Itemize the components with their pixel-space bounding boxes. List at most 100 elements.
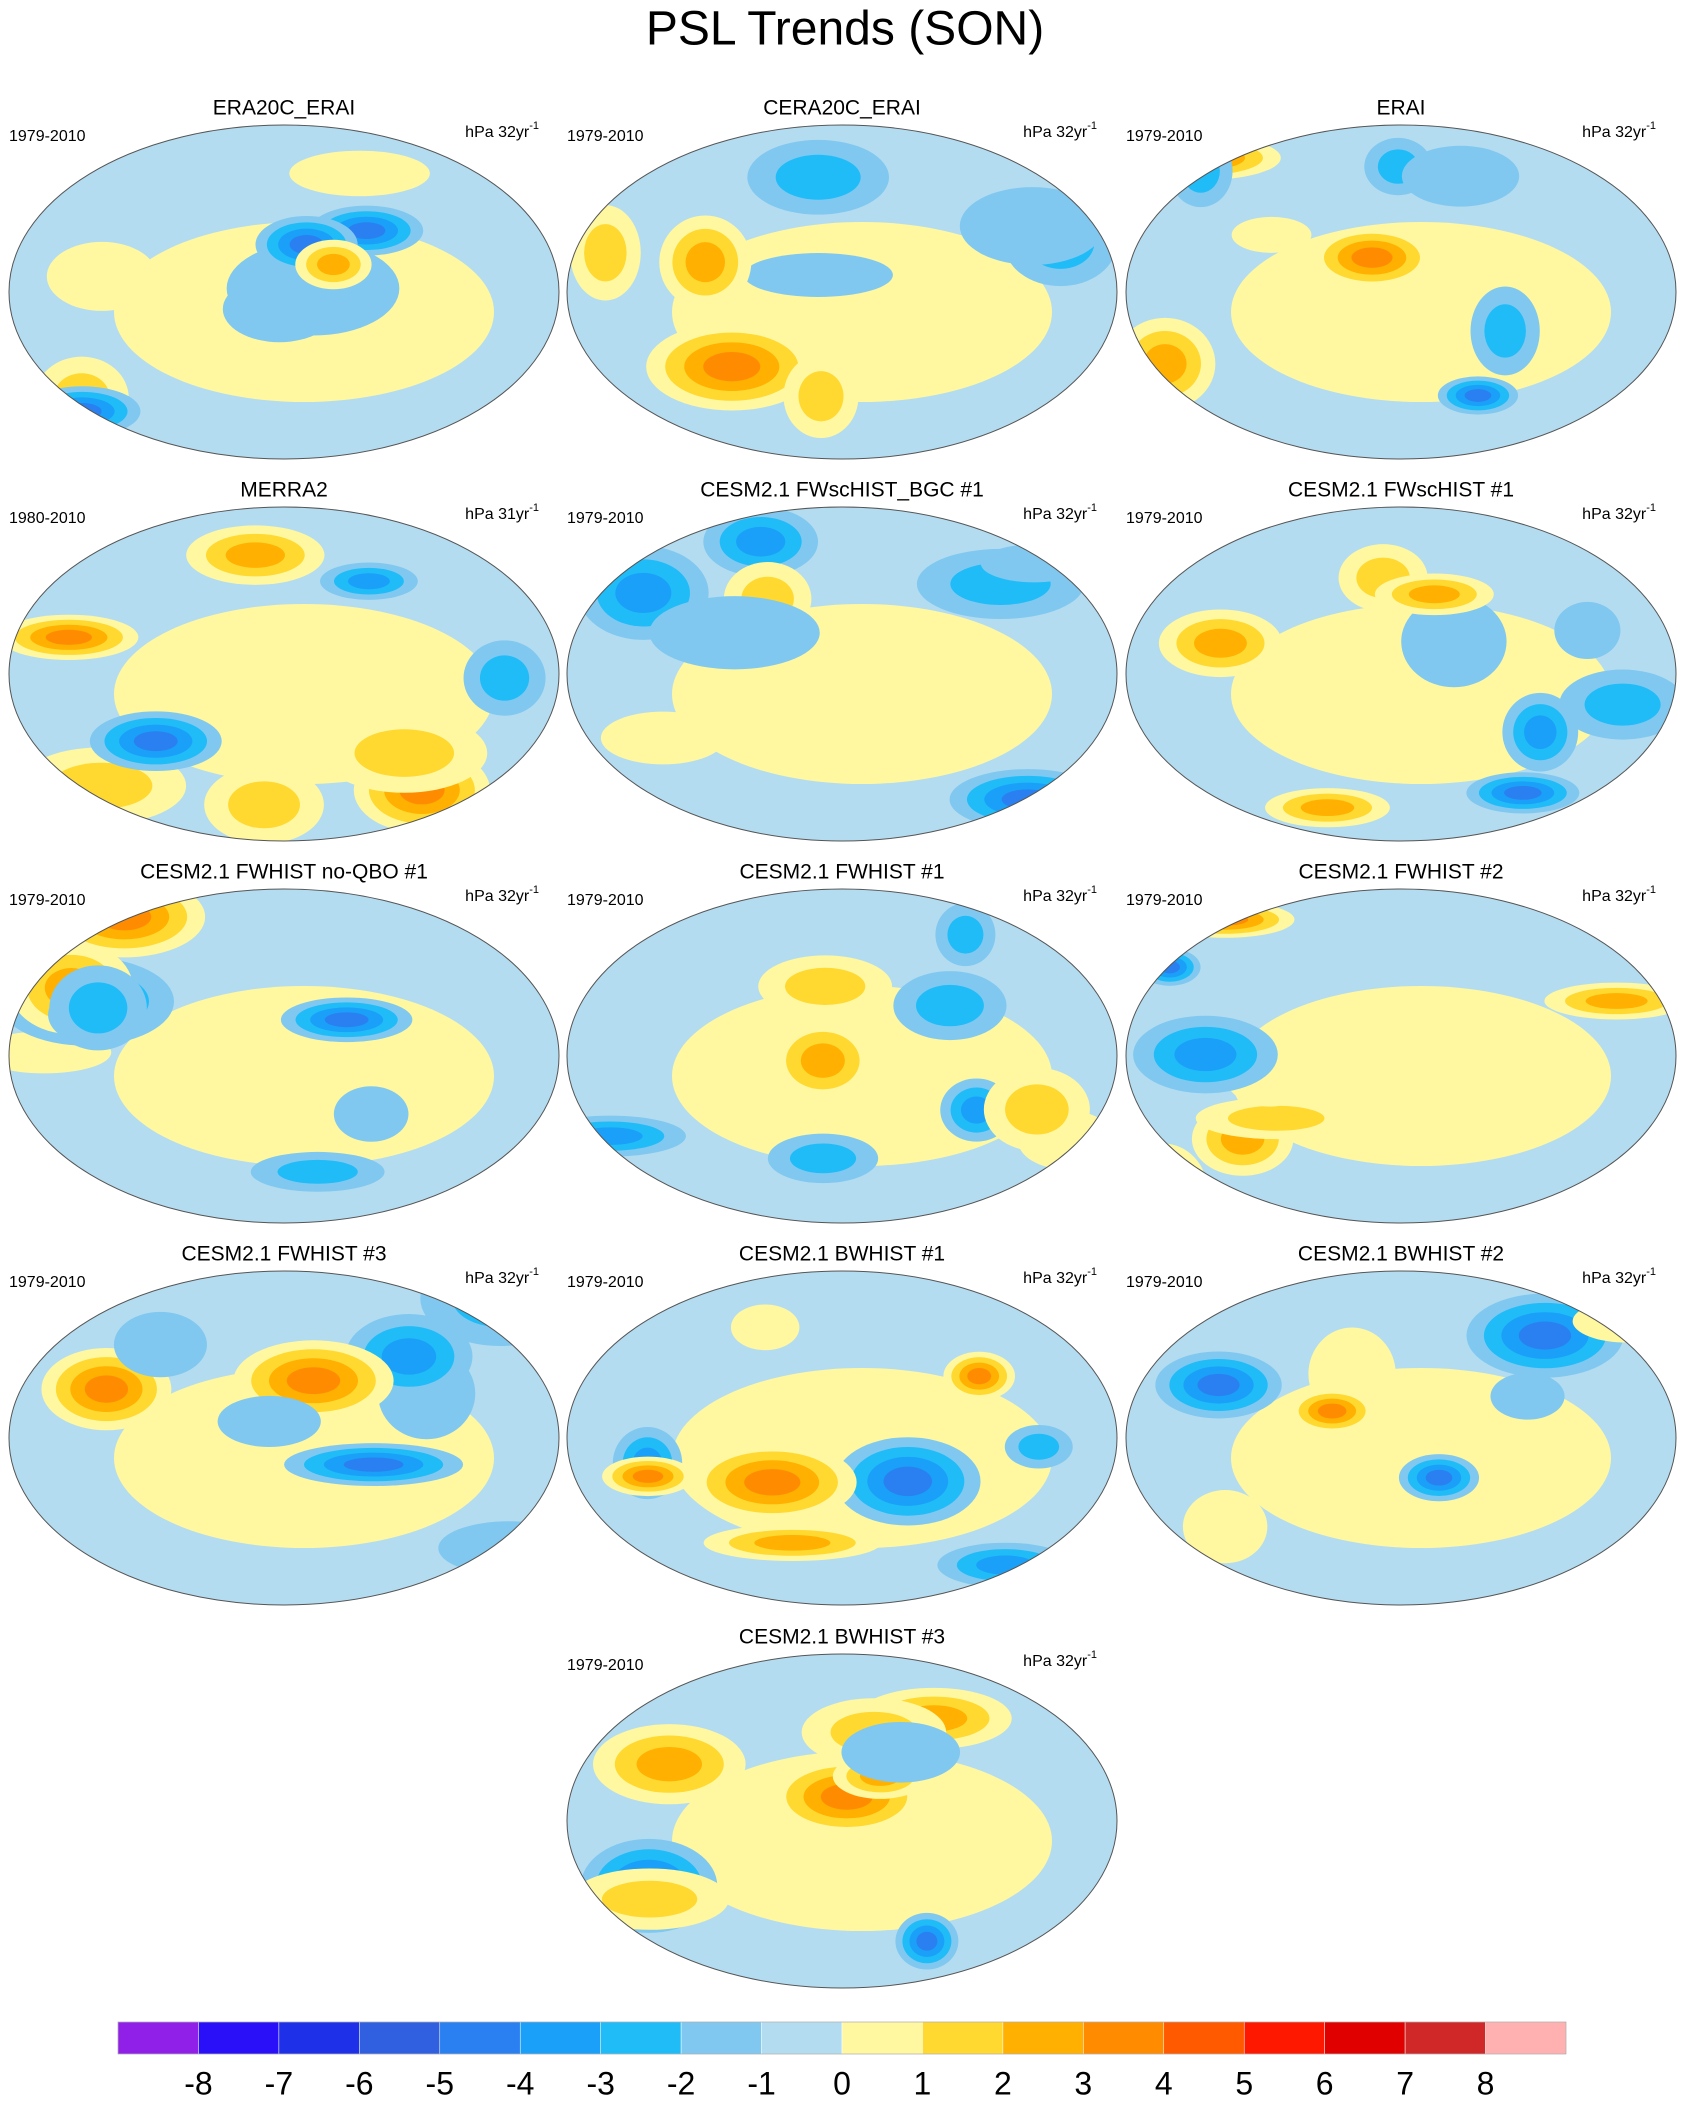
panel-period: 1979-2010 xyxy=(1126,892,1203,909)
units: hPa 32yr xyxy=(465,888,530,905)
anomaly-blob xyxy=(45,629,93,645)
anomaly-blob xyxy=(1585,993,1648,1009)
colorbar-tick-label: -1 xyxy=(747,2065,775,2101)
panel-title: CESM2.1 FWHIST #3 xyxy=(182,1243,387,1266)
units-exponent: -1 xyxy=(1646,120,1656,132)
anomaly-blob xyxy=(798,371,844,422)
anomaly-blob xyxy=(976,1555,1035,1575)
units: hPa 32yr xyxy=(1023,1653,1088,1670)
anomaly-blob xyxy=(1194,628,1247,658)
panel-period: 1979-2010 xyxy=(9,1274,86,1291)
anomaly-blob xyxy=(785,967,866,1005)
anomaly-blob xyxy=(347,222,386,239)
anomaly-blob xyxy=(1231,216,1312,253)
anomaly-blob xyxy=(1174,1037,1237,1072)
anomaly-blob xyxy=(97,903,152,931)
figure-title: PSL Trends (SON) xyxy=(646,3,1044,56)
map-outline xyxy=(1125,124,1677,460)
map-field xyxy=(567,125,1117,459)
units: hPa 32yr xyxy=(465,1270,530,1287)
units: hPa 32yr xyxy=(1023,124,1088,141)
anomaly-blob xyxy=(649,596,820,670)
units-exponent: -1 xyxy=(1646,502,1656,514)
colorbar-box xyxy=(1002,2021,1084,2055)
colorbar-box xyxy=(761,2021,843,2055)
anomaly-blob xyxy=(286,1367,341,1395)
anomaly-blob xyxy=(743,253,893,297)
anomaly-blob xyxy=(1484,304,1526,358)
map-panel: ERAI 1979-2010 hPa 32yr-1 xyxy=(1125,97,1677,460)
colorbar-box xyxy=(117,2021,199,2055)
anomaly-blob xyxy=(959,187,1105,265)
anomaly-blob xyxy=(1186,909,1264,930)
anomaly-blob xyxy=(1408,585,1460,604)
map-outline xyxy=(1125,888,1677,1224)
panel-period: 1979-2010 xyxy=(9,892,86,909)
map-panel: CESM2.1 FWHIST #2 1979-2010 hPa 32yr-1 xyxy=(1125,861,1677,1224)
panel-period: 1979-2010 xyxy=(9,128,86,145)
colorbar-tick-label: -3 xyxy=(586,2065,614,2101)
anomaly-blob xyxy=(632,1469,664,1483)
units: hPa 32yr xyxy=(1582,1270,1647,1287)
map-field xyxy=(1126,889,1676,1223)
anomaly-blob xyxy=(911,302,1011,361)
map-outline xyxy=(566,1270,1118,1606)
colorbar-tick-label: 8 xyxy=(1477,2065,1495,2101)
anomaly-blob xyxy=(1182,1490,1268,1564)
panel-title: CESM2.1 FWHIST no-QBO #1 xyxy=(140,861,428,884)
anomaly-blob xyxy=(113,1311,207,1378)
map-panel: CESM2.1 FWHIST #3 1979-2010 hPa 32yr-1 xyxy=(8,1243,560,1606)
map-outline xyxy=(8,888,560,1224)
units-exponent: -1 xyxy=(1087,120,1097,132)
anomaly-blob xyxy=(636,1746,703,1782)
panel-title: CERA20C_ERAI xyxy=(763,97,921,120)
anomaly-blob xyxy=(736,526,786,557)
panel-title: CESM2.1 FWHIST #1 xyxy=(740,861,945,884)
map-panel: CERA20C_ERAI 1979-2010 hPa 32yr-1 xyxy=(566,97,1118,460)
anomaly-blob xyxy=(1464,389,1492,402)
colorbar-box xyxy=(1324,2021,1406,2055)
panel-units: hPa 32yr-1 xyxy=(1582,1266,1656,1287)
panel-units: hPa 32yr-1 xyxy=(465,884,539,905)
anomaly-blob xyxy=(217,1395,321,1447)
panel-title: ERA20C_ERAI xyxy=(213,97,355,120)
panel-units: hPa 32yr-1 xyxy=(1023,120,1097,141)
map-panel: ERA20C_ERAI 1979-2010 hPa 32yr-1 xyxy=(8,97,560,460)
anomaly-blob xyxy=(1005,1084,1069,1135)
anomaly-blob xyxy=(1169,135,1233,208)
units-exponent: -1 xyxy=(1646,1266,1656,1278)
anomaly-blob xyxy=(800,1043,845,1078)
panel-units: hPa 32yr-1 xyxy=(1023,884,1097,905)
anomaly-blob xyxy=(68,982,128,1034)
colorbar-tick-label: 3 xyxy=(1074,2065,1092,2101)
colorbar-box xyxy=(1485,2021,1567,2055)
map-field xyxy=(1126,507,1676,841)
anomaly-blob xyxy=(133,731,178,752)
colorbar-box xyxy=(278,2021,360,2055)
map-panel: CESM2.1 BWHIST #2 1979-2010 hPa 32yr-1 xyxy=(1125,1243,1677,1606)
anomaly-blob xyxy=(1173,150,1228,166)
anomaly-blob xyxy=(615,572,672,614)
units-exponent: -1 xyxy=(1087,502,1097,514)
colorbar-box xyxy=(519,2021,601,2055)
panel-title: CESM2.1 BWHIST #3 xyxy=(739,1626,945,1649)
anomaly-blob xyxy=(960,1096,992,1124)
map-outline xyxy=(566,124,1118,460)
colorbar-tick-label: -6 xyxy=(345,2065,373,2101)
map-outline xyxy=(8,124,560,460)
colorbar-tick-label: 4 xyxy=(1155,2065,1173,2101)
anomaly-blob xyxy=(984,782,1072,817)
anomaly-blob xyxy=(479,655,530,701)
units-exponent: -1 xyxy=(529,120,539,132)
anomaly-blob xyxy=(754,1535,831,1551)
panel-period: 1979-2010 xyxy=(567,128,644,145)
panel-units: hPa 32yr-1 xyxy=(1023,1266,1097,1287)
colorbar-box xyxy=(359,2021,441,2055)
anomaly-blob xyxy=(79,894,170,940)
anomaly-blob xyxy=(1159,960,1181,974)
anomaly-blob xyxy=(600,711,726,765)
colorbar-box xyxy=(1243,2021,1325,2055)
map-panel: MERRA2 1980-2010 hPa 31yr-1 xyxy=(8,479,560,842)
anomaly-blob xyxy=(381,1338,437,1375)
